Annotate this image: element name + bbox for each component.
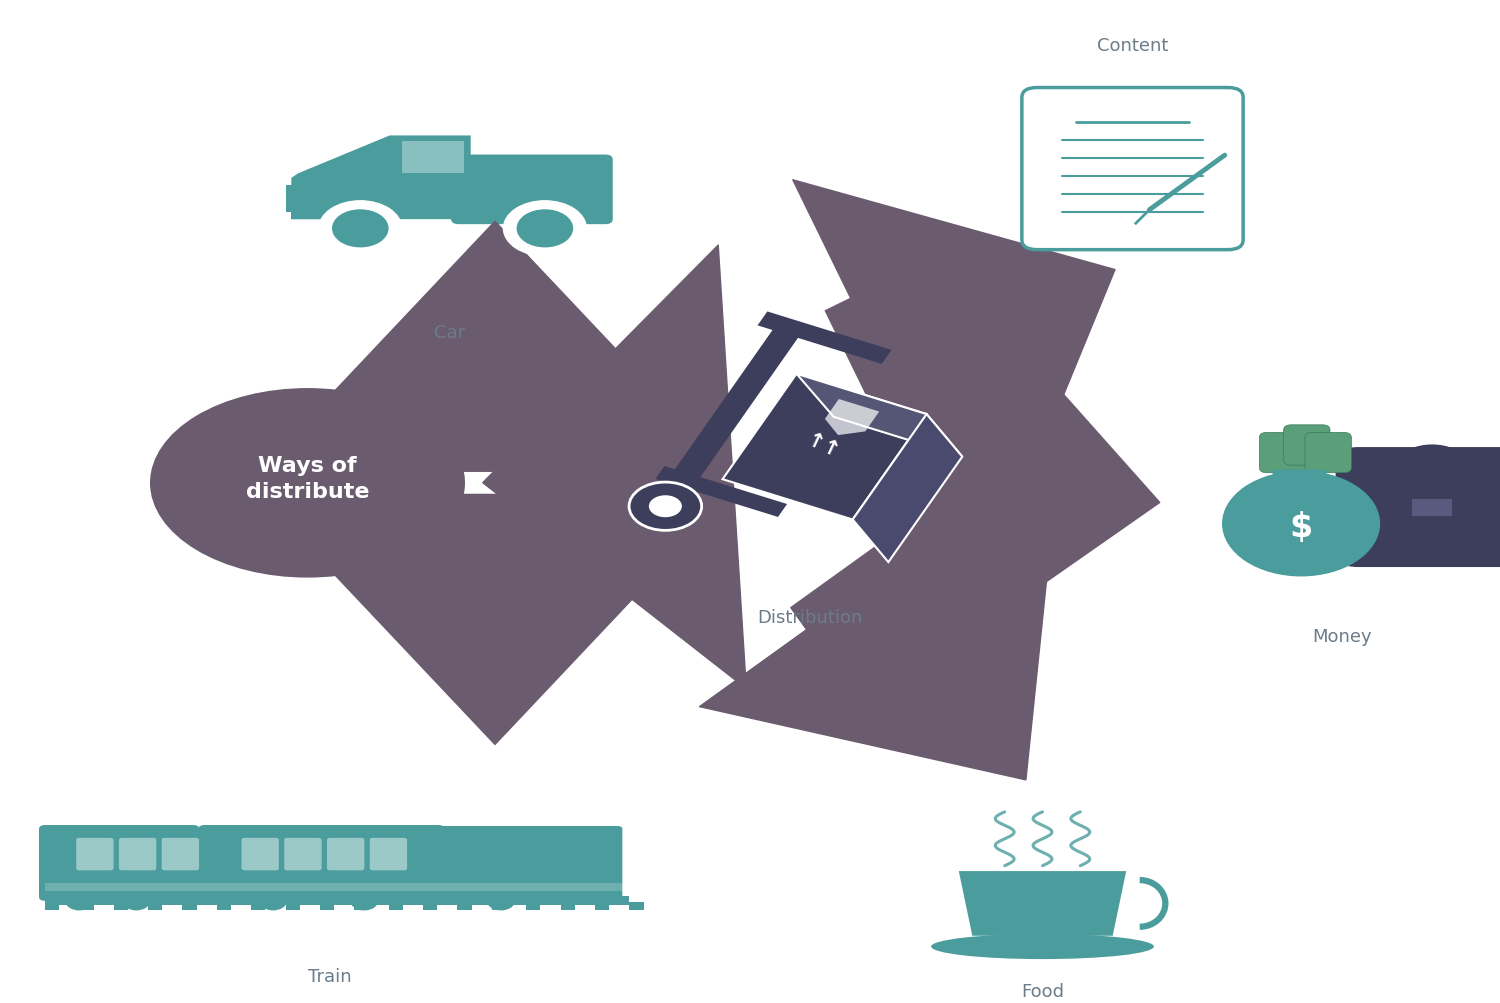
- Bar: [388, 903, 404, 911]
- Polygon shape: [656, 466, 788, 518]
- FancyBboxPatch shape: [1022, 88, 1244, 251]
- Polygon shape: [666, 319, 807, 490]
- Circle shape: [1222, 472, 1380, 576]
- FancyBboxPatch shape: [198, 825, 444, 901]
- Bar: [183, 903, 196, 911]
- Text: Food: Food: [1022, 982, 1064, 1000]
- Ellipse shape: [150, 389, 465, 578]
- Text: Train: Train: [308, 967, 352, 985]
- Bar: [492, 903, 506, 911]
- Polygon shape: [796, 374, 963, 457]
- Circle shape: [488, 893, 514, 910]
- Bar: [320, 903, 334, 911]
- Bar: [423, 903, 438, 911]
- Polygon shape: [1268, 470, 1332, 491]
- Bar: [458, 903, 471, 911]
- Polygon shape: [825, 399, 879, 435]
- FancyBboxPatch shape: [452, 155, 612, 225]
- Bar: [630, 903, 644, 911]
- Circle shape: [333, 211, 388, 248]
- Bar: [354, 903, 369, 911]
- Bar: [148, 903, 162, 911]
- Bar: [114, 903, 128, 911]
- Ellipse shape: [932, 934, 1154, 959]
- Circle shape: [351, 893, 378, 910]
- Circle shape: [123, 893, 150, 910]
- Polygon shape: [438, 829, 615, 897]
- FancyBboxPatch shape: [369, 839, 407, 871]
- Text: Distribution: Distribution: [758, 608, 862, 626]
- FancyBboxPatch shape: [327, 839, 364, 871]
- Text: Ways of
distribute: Ways of distribute: [246, 455, 369, 502]
- Circle shape: [628, 482, 702, 531]
- Circle shape: [320, 202, 402, 257]
- FancyBboxPatch shape: [76, 839, 114, 871]
- Circle shape: [504, 202, 586, 257]
- Bar: [596, 903, 609, 911]
- Bar: [286, 186, 303, 213]
- Bar: [526, 903, 540, 911]
- FancyBboxPatch shape: [1305, 433, 1352, 473]
- Bar: [45, 883, 628, 892]
- FancyBboxPatch shape: [162, 839, 200, 871]
- Text: ↑↑: ↑↑: [804, 430, 844, 463]
- FancyBboxPatch shape: [1335, 447, 1500, 568]
- FancyBboxPatch shape: [39, 825, 200, 901]
- Bar: [45, 897, 628, 905]
- Polygon shape: [852, 414, 963, 563]
- FancyBboxPatch shape: [1284, 425, 1330, 465]
- FancyBboxPatch shape: [427, 826, 622, 900]
- Bar: [251, 903, 266, 911]
- Bar: [561, 903, 574, 911]
- Bar: [1413, 499, 1452, 517]
- Bar: [217, 903, 231, 911]
- Circle shape: [650, 495, 682, 518]
- Bar: [285, 903, 300, 911]
- Circle shape: [66, 893, 93, 910]
- FancyBboxPatch shape: [118, 839, 156, 871]
- Text: Car: Car: [435, 324, 465, 342]
- Polygon shape: [758, 312, 891, 364]
- Bar: [291, 200, 604, 220]
- FancyBboxPatch shape: [1260, 433, 1305, 473]
- FancyBboxPatch shape: [242, 839, 279, 871]
- Bar: [45, 903, 60, 911]
- Polygon shape: [958, 872, 1126, 936]
- Polygon shape: [402, 142, 464, 175]
- Text: Money: Money: [1312, 628, 1372, 646]
- Bar: [80, 903, 93, 911]
- Polygon shape: [291, 175, 390, 220]
- Circle shape: [518, 211, 573, 248]
- Text: Content: Content: [1096, 37, 1168, 55]
- Text: $: $: [1290, 511, 1312, 544]
- Polygon shape: [723, 374, 927, 520]
- Circle shape: [260, 893, 286, 910]
- FancyBboxPatch shape: [285, 839, 321, 871]
- Polygon shape: [291, 136, 471, 220]
